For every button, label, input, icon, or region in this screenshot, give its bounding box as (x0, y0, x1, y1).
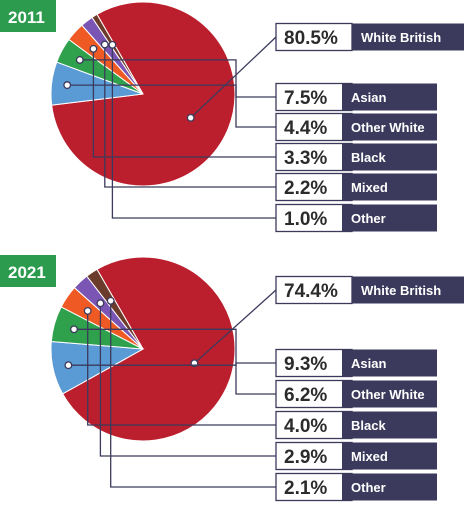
leader-line (87, 310, 276, 426)
pie-slice-other (91, 13, 144, 95)
value-box (275, 472, 353, 502)
label-box (352, 276, 464, 304)
leader-dot (186, 113, 195, 122)
year-badge (0, 255, 56, 287)
pie-slice-white-british (61, 256, 236, 442)
value-box (275, 379, 353, 409)
label-box (342, 349, 437, 377)
label-box (342, 113, 437, 141)
leader-line (194, 289, 277, 364)
label-box (342, 173, 437, 201)
label-box (342, 411, 437, 439)
data-label-value: 6.2% (284, 385, 327, 406)
data-label-value: 4.4% (284, 118, 327, 139)
label-box (342, 380, 437, 408)
legend-entry: Asian (351, 90, 386, 105)
value-box (275, 348, 353, 378)
leader-dot (108, 40, 117, 49)
data-label-value: 2.9% (284, 447, 327, 468)
legend-entry: Other (351, 211, 386, 226)
data-label-value: 74.4% (284, 281, 338, 302)
label-box (352, 23, 464, 51)
legend-entry: Mixed (351, 180, 388, 195)
leader-dot (63, 81, 72, 90)
leader-dot (83, 306, 92, 315)
data-label-value: 3.3% (284, 148, 327, 169)
value-box (275, 142, 353, 172)
leader-line (110, 300, 276, 488)
leader-dot (96, 299, 105, 308)
value-box (275, 410, 353, 440)
label-box (342, 83, 437, 111)
legend-entry: Asian (351, 356, 386, 371)
leader-dot (70, 325, 78, 334)
data-label-value: 9.3% (284, 354, 327, 375)
value-box (275, 82, 353, 112)
leader-dot (89, 44, 98, 53)
legend-entry: Mixed (351, 449, 388, 464)
data-label-value: 7.5% (284, 88, 327, 109)
label-box (342, 442, 437, 470)
pie-chart-2011: 2011 80.5% White British 7.5% Asian 4.4% Other… (0, 0, 464, 233)
leader-line (104, 44, 276, 188)
legend-entry: Black (351, 418, 386, 433)
legend-entry: Other White (351, 120, 425, 135)
data-label-value: 2.1% (284, 478, 327, 499)
legend-entry: Other (351, 480, 386, 495)
legend-entry: White British (361, 283, 441, 298)
chart-title: 2021 (8, 263, 46, 282)
pie-slice-white-british (51, 1, 236, 187)
label-box (342, 143, 437, 171)
legend-entry: Black (351, 150, 386, 165)
leader-line (111, 44, 276, 219)
label-box (342, 204, 437, 232)
leader-line (74, 328, 276, 395)
leader-line (190, 36, 277, 119)
data-label-value: 2.2% (284, 178, 327, 199)
data-label-value: 1.0% (284, 209, 327, 230)
value-box (275, 203, 353, 233)
leader-line (79, 59, 276, 128)
leader-dot (64, 361, 73, 370)
leader-dot (75, 55, 84, 64)
leader-line (99, 303, 276, 457)
leader-dot (100, 40, 109, 49)
value-box (275, 112, 353, 142)
data-label-value: 4.0% (284, 416, 327, 437)
leader-line (92, 48, 276, 158)
legend-entry: Other White (351, 387, 425, 402)
value-box (275, 275, 353, 305)
legend-entry: White British (361, 30, 441, 45)
chart-title: 2011 (8, 8, 45, 27)
year-badge (0, 0, 56, 32)
label-box (342, 473, 437, 501)
data-label-value: 80.5% (284, 28, 338, 49)
pie-chart-2021: 2021 74.4% White British 9.3% Asian 6.2% Other… (0, 255, 464, 502)
leader-dot (106, 296, 115, 305)
